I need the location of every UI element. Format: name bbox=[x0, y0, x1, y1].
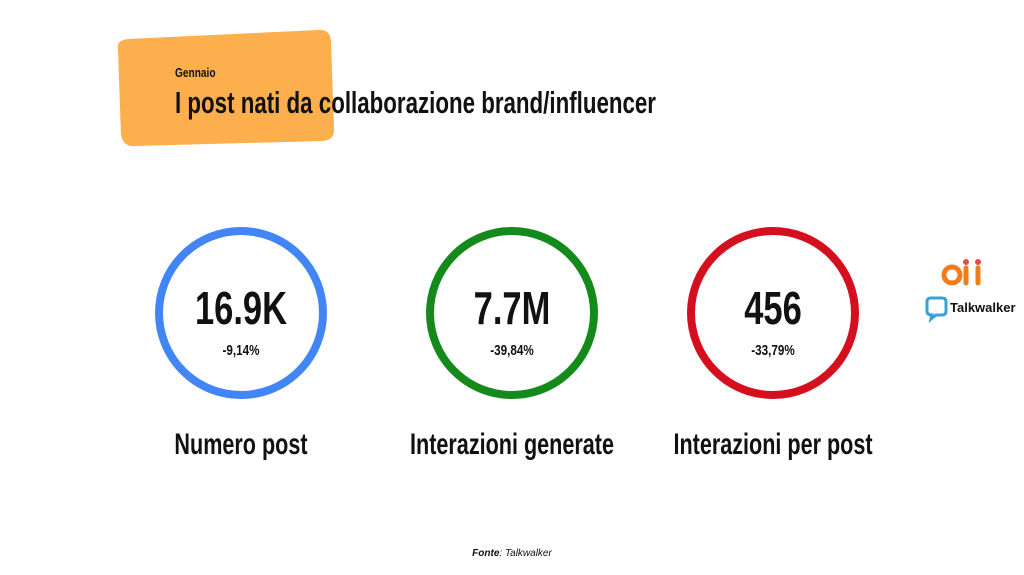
metric-label: Interazioni generate bbox=[410, 426, 614, 460]
metric-ring bbox=[687, 227, 859, 399]
metric-ring bbox=[155, 227, 327, 399]
metric-label: Interazioni per post bbox=[673, 426, 872, 460]
metric-change: -9,14% bbox=[222, 342, 259, 359]
footer: Fonte: Talkwalker bbox=[472, 548, 552, 559]
footer-source: : Talkwalker bbox=[499, 548, 552, 559]
title: I post nati da collaborazione brand/infl… bbox=[175, 85, 656, 119]
metrics: 16.9K -9,14% Numero post 7.7M -39,84% Interaz… bbox=[155, 227, 873, 461]
talkwalker-logo: Talkwalker bbox=[925, 296, 1016, 323]
footer-label: Fonte bbox=[472, 548, 500, 559]
title-highlight bbox=[117, 29, 335, 147]
metric-value: 456 bbox=[744, 282, 802, 334]
metric-value: 7.7M bbox=[474, 282, 551, 334]
metric-value: 16.9K bbox=[195, 282, 287, 334]
metric-change: -39,84% bbox=[490, 342, 534, 359]
metric-ring bbox=[426, 227, 598, 399]
subtitle: Gennaio bbox=[175, 66, 216, 80]
metric-label: Numero post bbox=[174, 426, 307, 460]
talkwalker-name: Talkwalker bbox=[950, 300, 1016, 315]
metric-change: -33,79% bbox=[751, 342, 795, 359]
oii-logo bbox=[941, 259, 981, 286]
